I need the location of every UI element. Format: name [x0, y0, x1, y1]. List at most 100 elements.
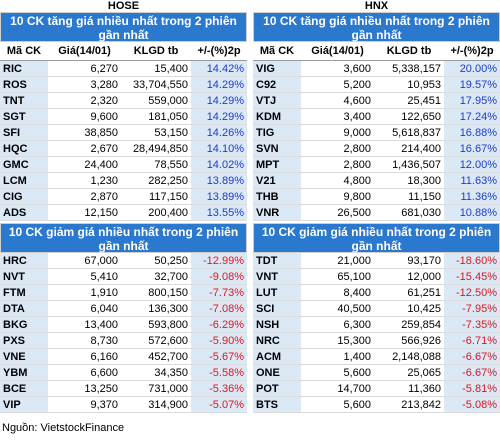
change-cell: 10.88%: [444, 204, 500, 221]
header-row: Mã CK Giá(14/01) KLGD tb +/-(%)2p: [0, 42, 247, 61]
price-cell: 6,600: [48, 364, 121, 381]
ticker-cell: DTA: [0, 300, 48, 317]
ticker-cell: SGT: [0, 108, 48, 125]
ticker-cell: SFI: [0, 124, 48, 141]
price-cell: 9,600: [48, 108, 121, 125]
ticker-cell: BCE: [0, 380, 48, 397]
table-row: VTJ 4,600 25,451 17.95%: [253, 92, 500, 109]
volume-cell: 314,900: [121, 396, 191, 413]
header-row: Mã CK Giá(14/01) KLGD tb +/-(%)2p: [253, 42, 500, 61]
change-cell: 20.00%: [444, 60, 500, 77]
table-row: ONE 5,600 25,065 -6.67%: [253, 364, 500, 381]
volume-cell: 15,400: [121, 60, 191, 77]
volume-cell: 136,300: [121, 300, 191, 317]
change-cell: 13.55%: [191, 204, 247, 221]
table-row: SCI 40,500 10,425 -7.95%: [253, 300, 500, 317]
ticker-cell: SVN: [253, 140, 301, 157]
price-cell: 8,400: [301, 284, 374, 301]
price-cell: 3,600: [301, 60, 374, 77]
change-cell: 13.89%: [191, 172, 247, 189]
column-header: +/-(%)2p: [444, 42, 500, 61]
change-cell: -5.58%: [191, 364, 247, 381]
price-cell: 15,300: [301, 332, 374, 349]
change-cell: 11.63%: [444, 172, 500, 189]
price-cell: 1,400: [301, 348, 374, 365]
volume-cell: 559,000: [121, 92, 191, 109]
price-cell: 6,040: [48, 300, 121, 317]
change-cell: -7.08%: [191, 300, 247, 317]
volume-cell: 214,400: [374, 140, 444, 157]
change-cell: -5.81%: [444, 380, 500, 397]
hose-up-table: Mã CK Giá(14/01) KLGD tb +/-(%)2p RIC 6,270 15…: [0, 42, 247, 221]
table-row: VNE 6,160 452,700 -5.67%: [0, 348, 247, 365]
volume-cell: 50,250: [121, 253, 191, 269]
price-cell: 13,250: [48, 380, 121, 397]
change-cell: -9.08%: [191, 268, 247, 285]
table-row: VIG 3,600 5,338,157 20.00%: [253, 60, 500, 77]
volume-cell: 12,000: [374, 268, 444, 285]
price-cell: 4,800: [301, 172, 374, 189]
price-cell: 3,400: [301, 108, 374, 125]
volume-cell: 93,170: [374, 253, 444, 269]
price-cell: 65,100: [301, 268, 374, 285]
change-cell: 14.42%: [191, 60, 247, 77]
column-header: +/-(%)2p: [191, 42, 247, 61]
change-cell: -7.73%: [191, 284, 247, 301]
price-cell: 13,400: [48, 316, 121, 333]
table-row: HRC 67,000 50,250 -12.99%: [0, 253, 247, 269]
price-cell: 2,800: [301, 140, 374, 157]
table-row: V21 4,800 18,300 11.63%: [253, 172, 500, 189]
price-cell: 9,000: [301, 124, 374, 141]
change-cell: 14.29%: [191, 108, 247, 125]
table-row: TDT 21,000 93,170 -18.60%: [253, 253, 500, 269]
table-row: VIP 9,370 314,900 -5.07%: [0, 396, 247, 413]
table-row: ACM 1,400 2,148,088 -6.67%: [253, 348, 500, 365]
change-cell: -15.45%: [444, 268, 500, 285]
ticker-cell: VNE: [0, 348, 48, 365]
ticker-cell: VNT: [253, 268, 301, 285]
ticker-cell: VIP: [0, 396, 48, 413]
volume-cell: 5,338,157: [374, 60, 444, 77]
source-note: Nguồn: VietstockFinance: [2, 422, 125, 434]
price-cell: 2,800: [301, 156, 374, 173]
price-cell: 1,910: [48, 284, 121, 301]
ticker-cell: THB: [253, 188, 301, 205]
table-row: BKG 13,400 593,800 -6.29%: [0, 316, 247, 333]
ticker-cell: HQC: [0, 140, 48, 157]
price-cell: 5,410: [48, 268, 121, 285]
stock-tables: HOSE 10 CK tăng giá nhiều nhất trong 2 p…: [0, 0, 500, 413]
price-cell: 38,850: [48, 124, 121, 141]
table-row: LCM 1,230 282,250 13.89%: [0, 172, 247, 189]
volume-cell: 32,700: [121, 268, 191, 285]
volume-cell: 282,250: [121, 172, 191, 189]
volume-cell: 593,800: [121, 316, 191, 333]
table-row: VNR 26,500 681,030 10.88%: [253, 204, 500, 221]
hose-label: HOSE: [107, 0, 140, 12]
column-header: Mã CK: [0, 42, 48, 61]
ticker-cell: YBM: [0, 364, 48, 381]
change-cell: 19.57%: [444, 76, 500, 93]
table-row: MPT 2,800 1,436,507 12.00%: [253, 156, 500, 173]
ticker-cell: ACM: [253, 348, 301, 365]
ticker-cell: VNR: [253, 204, 301, 221]
hose-up-banner: 10 CK tăng giá nhiều nhất trong 2 phiên …: [0, 12, 247, 42]
price-cell: 1,230: [48, 172, 121, 189]
column-header: Giá(14/01): [48, 42, 121, 61]
price-cell: 14,700: [301, 380, 374, 397]
ticker-cell: NRC: [253, 332, 301, 349]
table-row: CIG 2,870 117,150 13.89%: [0, 188, 247, 205]
price-cell: 2,870: [48, 188, 121, 205]
ticker-cell: ROS: [0, 76, 48, 93]
change-cell: 12.00%: [444, 156, 500, 173]
volume-cell: 18,300: [374, 172, 444, 189]
hnx-down-banner: 10 CK giảm giá nhiều nhất trong 2 phiên …: [253, 223, 500, 253]
change-cell: 14.29%: [191, 76, 247, 93]
volume-cell: 11,150: [374, 188, 444, 205]
ticker-cell: VTJ: [253, 92, 301, 109]
price-cell: 21,000: [301, 253, 374, 269]
volume-cell: 10,953: [374, 76, 444, 93]
price-cell: 9,370: [48, 396, 121, 413]
ticker-cell: V21: [253, 172, 301, 189]
ticker-cell: CIG: [0, 188, 48, 205]
volume-cell: 566,926: [374, 332, 444, 349]
